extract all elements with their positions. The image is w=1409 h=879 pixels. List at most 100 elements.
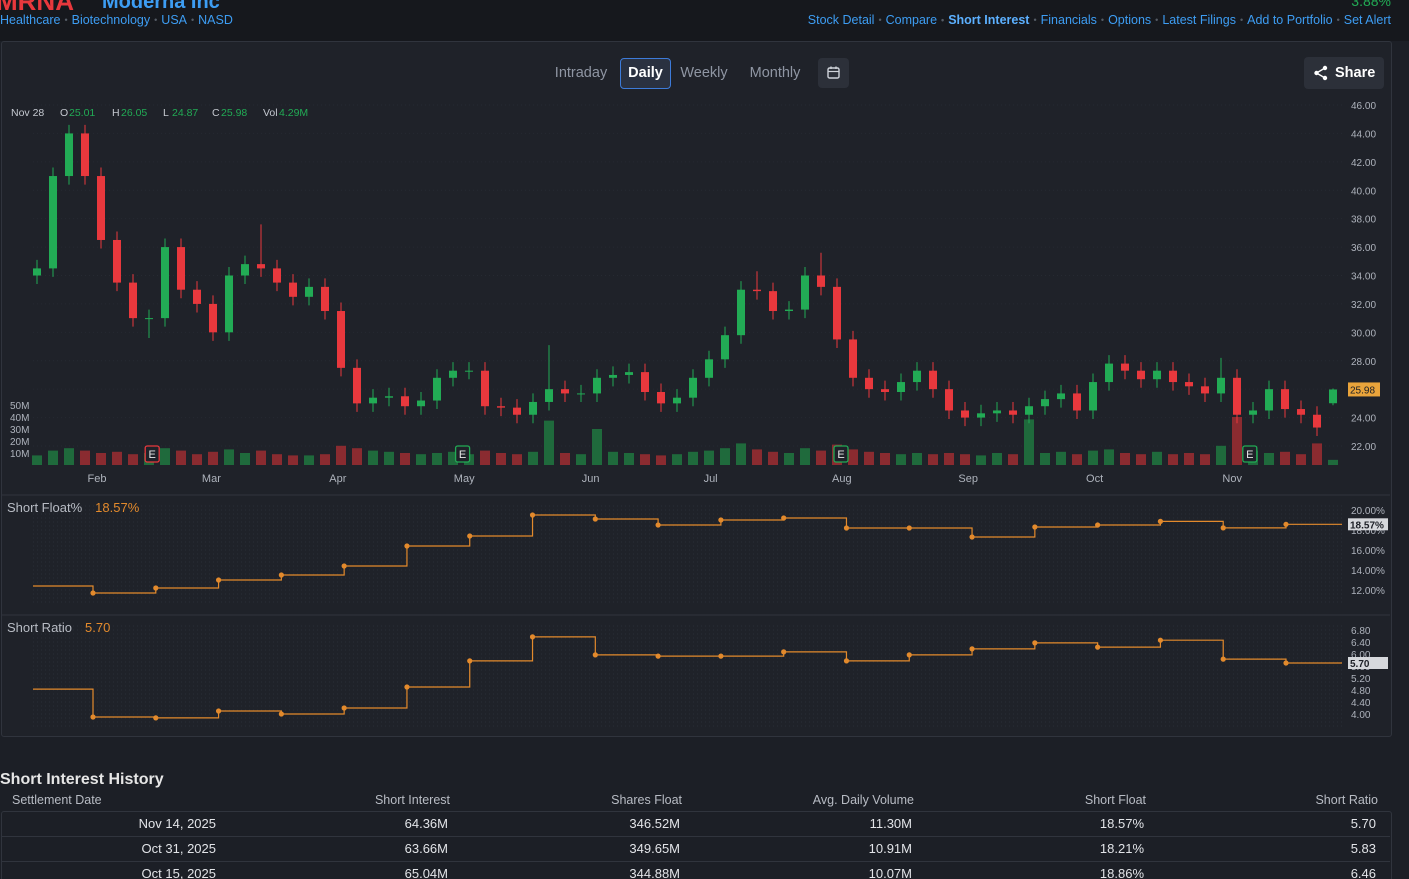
table-cell: 64.36M (404, 816, 448, 831)
volume-bar (48, 450, 58, 465)
breadcrumb-link[interactable]: NASD (187, 13, 233, 27)
nav-link[interactable]: Latest Filings (1151, 13, 1236, 27)
volume-bar (1200, 454, 1210, 465)
candle-body (1041, 399, 1049, 407)
candle-body (1121, 363, 1129, 371)
x-tick-label: Mar (202, 473, 221, 485)
step-point (1220, 525, 1226, 531)
column-header: Short Interest (374, 793, 450, 807)
volume-bar (32, 455, 42, 465)
interval-tab[interactable]: Daily (620, 58, 671, 89)
volume-bar (592, 429, 602, 465)
volume-bar (320, 454, 330, 465)
current-value-label: 5.70 (1350, 659, 1370, 670)
volume-bar (224, 449, 234, 465)
volume-bar (1104, 449, 1114, 465)
volume-bar (976, 455, 986, 465)
legend-key: H (112, 107, 120, 119)
volume-bar (96, 453, 106, 465)
panel-title: Short Float% (7, 500, 83, 515)
panel-title: Short Ratio (7, 620, 72, 635)
y-tick-label: 38.00 (1351, 215, 1376, 226)
candle-body (465, 370, 473, 372)
volume-bar (448, 451, 458, 465)
y-tick-label: 32.00 (1351, 300, 1376, 311)
step-point (467, 533, 473, 539)
nav-link[interactable]: Short Interest (937, 13, 1029, 27)
breadcrumb-link[interactable]: Healthcare (0, 13, 61, 27)
volume-bar (1056, 451, 1066, 465)
volume-bar (816, 450, 826, 465)
step-point (592, 516, 598, 522)
share-icon (1314, 65, 1328, 81)
volume-bar (544, 420, 554, 465)
candle-body (641, 372, 649, 393)
candle-body (1329, 389, 1337, 404)
table-cell: Oct 31, 2025 (141, 841, 216, 856)
y-tick-label: 20.00% (1351, 506, 1385, 517)
table-cell: Nov 14, 2025 (138, 816, 216, 831)
volume-bar (128, 454, 138, 465)
candle-body (625, 372, 633, 375)
breadcrumb-link[interactable]: USA (150, 13, 187, 27)
candle-body (241, 264, 249, 276)
interval-tab[interactable]: Monthly (749, 65, 801, 81)
step-point (781, 515, 787, 521)
step-point (529, 634, 536, 640)
legend-value: 26.05 (121, 107, 147, 119)
ticker: MRNA (0, 0, 74, 16)
calendar-button[interactable] (818, 58, 849, 88)
candle-body (449, 370, 457, 378)
table-cell: Oct 15, 2025 (141, 866, 216, 879)
interval-tab[interactable]: Weekly (680, 65, 728, 81)
nav-link[interactable]: Financials (1029, 13, 1097, 27)
step-point (404, 543, 410, 549)
column-header: Short Float (1084, 793, 1146, 807)
company-name: Moderna Inc (102, 0, 220, 13)
nav-link[interactable]: Add to Portfolio (1236, 13, 1332, 27)
volume-bar (912, 453, 922, 465)
volume-bar (720, 448, 730, 465)
y-tick-label: 6.00 (1351, 650, 1371, 661)
y-tick-label: 30.00 (1351, 328, 1376, 339)
volume-bar (896, 454, 906, 465)
candle-body (433, 377, 441, 401)
nav-link[interactable]: Options (1097, 13, 1151, 27)
nav-link[interactable]: Compare (874, 13, 937, 27)
breadcrumb-link[interactable]: Biotechnology (60, 13, 151, 27)
candle-body (913, 370, 921, 383)
step-point (592, 652, 598, 658)
volume-bar (1312, 443, 1322, 465)
volume-bar (336, 445, 346, 465)
candle-body (1105, 363, 1113, 383)
y-tick-label: 28.00 (1351, 357, 1376, 368)
candle-body (225, 275, 233, 333)
table-cell: 18.57% (1099, 816, 1144, 831)
candle-body (801, 275, 809, 310)
candle-body (945, 389, 953, 411)
candle-body (753, 289, 761, 292)
share-button[interactable]: Share (1304, 57, 1384, 89)
y-tick-label: 42.00 (1351, 158, 1376, 169)
y-tick-label: 4.40 (1351, 698, 1371, 709)
step-point (781, 649, 787, 655)
candle-body (401, 396, 409, 407)
candle-body (577, 393, 585, 395)
step-point (843, 525, 850, 531)
nav-link[interactable]: Stock Detail (807, 13, 875, 27)
volume-bar (1232, 417, 1242, 465)
table-box (1, 811, 1392, 879)
table-cell: 5.83 (1350, 841, 1376, 856)
y-tick-label: 34.00 (1351, 272, 1376, 283)
table-cell: 6.46 (1350, 866, 1376, 879)
candle-body (1073, 393, 1081, 411)
column-header: Shares Float (611, 793, 682, 807)
candle-body (353, 367, 361, 404)
interval-tab[interactable]: Intraday (554, 65, 608, 81)
step-point (843, 658, 850, 664)
volume-bar (368, 450, 378, 465)
step-point (341, 563, 347, 569)
nav-link[interactable]: Set Alert (1333, 13, 1391, 27)
volume-bar (1184, 453, 1194, 465)
